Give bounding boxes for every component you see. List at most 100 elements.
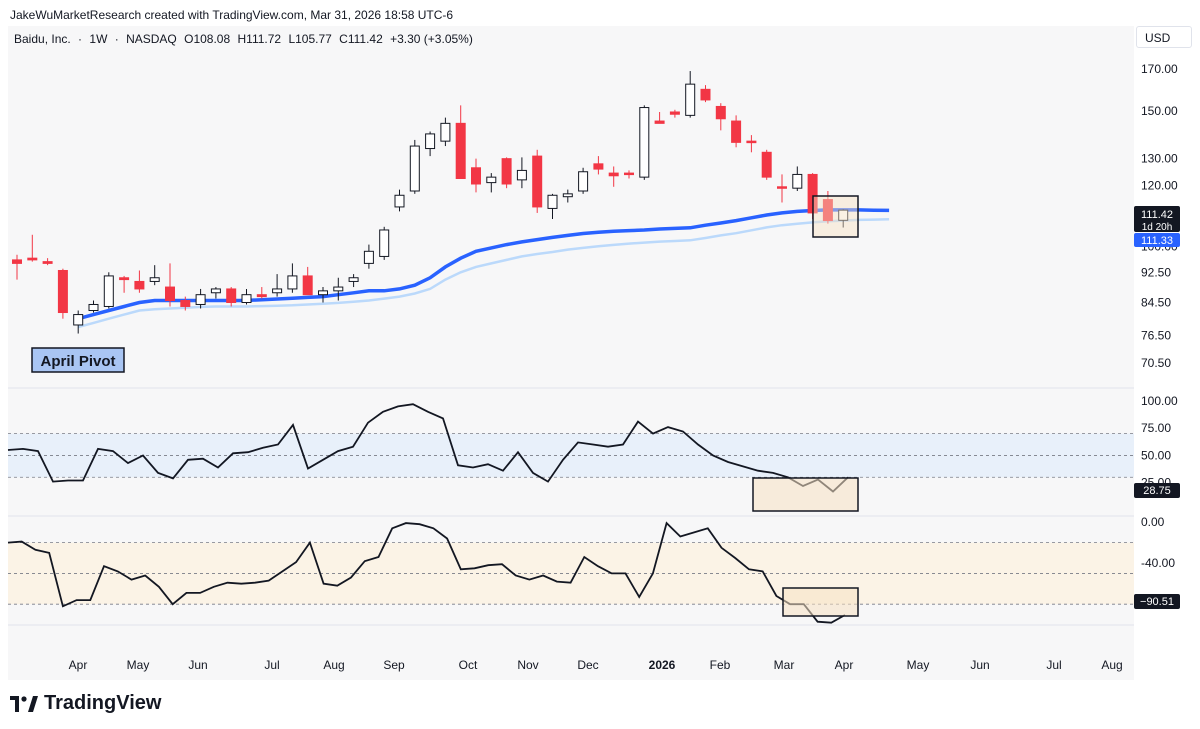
candle-body <box>547 194 558 209</box>
price-pane[interactable] <box>8 71 1134 626</box>
oscillator-pane[interactable] <box>7 403 1134 512</box>
candle-body <box>822 199 833 222</box>
candle[interactable] <box>394 189 405 212</box>
ohlc-low: L105.77 <box>288 32 332 46</box>
last-price-tag: 111.42 <box>1141 209 1173 221</box>
time-axis-label: Apr <box>835 658 854 672</box>
candle[interactable] <box>777 174 787 203</box>
candle[interactable] <box>562 189 573 203</box>
candle[interactable] <box>746 135 757 153</box>
candle[interactable] <box>624 170 634 179</box>
candle[interactable] <box>379 226 390 260</box>
candle[interactable] <box>348 274 359 288</box>
candle[interactable] <box>425 131 436 157</box>
time-axis-label: Jun <box>970 658 989 672</box>
time-axis-label: Apr <box>69 658 88 672</box>
candle[interactable] <box>256 287 267 299</box>
candle[interactable] <box>516 157 527 189</box>
candle[interactable] <box>578 167 589 194</box>
ma-slow-line <box>77 218 890 329</box>
candle-body <box>700 88 711 101</box>
candle-body <box>119 277 130 281</box>
candle-body <box>746 140 757 144</box>
candle[interactable] <box>363 244 374 269</box>
candle[interactable] <box>715 103 726 131</box>
candle[interactable] <box>287 263 298 293</box>
candle-body <box>256 294 267 298</box>
candle-body <box>73 314 84 326</box>
candle[interactable] <box>88 300 99 313</box>
candle[interactable] <box>195 288 206 309</box>
candle[interactable] <box>241 288 252 305</box>
candle[interactable] <box>608 166 619 187</box>
ma-fast-line <box>77 208 890 321</box>
candle-body <box>715 105 726 120</box>
symbol-interval[interactable]: 1W <box>89 32 108 46</box>
symbol-name[interactable]: Baidu, Inc. <box>14 32 71 46</box>
candle[interactable] <box>302 266 313 296</box>
candle[interactable] <box>639 105 650 180</box>
candle-body <box>195 294 206 305</box>
time-axis-label: May <box>127 658 150 672</box>
candle-body <box>226 288 237 303</box>
candle-body <box>272 288 283 294</box>
candle[interactable] <box>501 157 512 189</box>
candle[interactable] <box>57 268 68 319</box>
candle-body <box>57 269 68 314</box>
ohlc-close: C111.42 <box>339 32 383 46</box>
candle[interactable] <box>103 272 114 309</box>
candle-body <box>287 275 298 290</box>
april-pivot-label-bg <box>31 347 125 373</box>
price-axis[interactable]: 170.00 150.00 130.00 120.00 100.00 92.50 84.50… <box>1141 62 1178 611</box>
candle[interactable] <box>12 254 22 280</box>
candle[interactable] <box>455 105 466 179</box>
candle[interactable] <box>318 287 328 303</box>
candle-body <box>654 120 665 124</box>
candle[interactable] <box>119 275 130 293</box>
candle[interactable] <box>654 111 665 124</box>
candle[interactable] <box>180 296 191 311</box>
april-pivot-label: April Pivot <box>40 353 115 370</box>
oscillator-axis-tick: 75.00 <box>1141 421 1171 435</box>
candle[interactable] <box>685 71 696 118</box>
candle[interactable] <box>669 109 680 118</box>
candle[interactable] <box>593 156 604 175</box>
candle[interactable] <box>73 310 84 334</box>
oscillator-line <box>7 403 849 493</box>
williams-r-pane[interactable] <box>7 521 1134 624</box>
candle[interactable] <box>272 274 283 297</box>
candle[interactable] <box>409 139 420 194</box>
candle[interactable] <box>471 158 481 193</box>
candle[interactable] <box>149 265 160 286</box>
candle-body <box>731 120 742 143</box>
tradingview-logo[interactable]: TradingView <box>10 692 161 715</box>
candle[interactable] <box>700 85 711 103</box>
candle[interactable] <box>226 287 237 307</box>
candle[interactable] <box>838 209 849 228</box>
candle[interactable] <box>210 287 221 299</box>
candle[interactable] <box>440 117 451 147</box>
candle[interactable] <box>792 166 803 191</box>
last-price-tag-bg <box>1134 206 1180 232</box>
candle[interactable] <box>165 263 175 307</box>
candle-body <box>624 172 634 176</box>
williams-r-line <box>7 521 846 624</box>
candle[interactable] <box>761 149 772 180</box>
williams-r-value-tag: −90.51 <box>1140 596 1174 608</box>
currency-button[interactable]: USD <box>1136 26 1192 48</box>
time-axis-label: Nov <box>517 658 538 672</box>
candle-body <box>838 209 849 221</box>
candle[interactable] <box>532 149 543 213</box>
time-axis-label: Jul <box>264 658 279 672</box>
highlight-box-williams-r <box>782 587 859 617</box>
candle[interactable] <box>547 193 558 220</box>
time-axis[interactable]: Apr May Jun Jul Aug Sep Oct Nov Dec 2026 Feb Mar Apr… <box>69 658 1123 672</box>
candle[interactable] <box>134 270 145 293</box>
candle[interactable] <box>42 258 53 266</box>
candle[interactable] <box>731 115 742 148</box>
candle[interactable] <box>333 277 344 301</box>
candle-body <box>379 229 390 257</box>
candle[interactable] <box>486 173 497 193</box>
candle[interactable] <box>27 234 38 262</box>
